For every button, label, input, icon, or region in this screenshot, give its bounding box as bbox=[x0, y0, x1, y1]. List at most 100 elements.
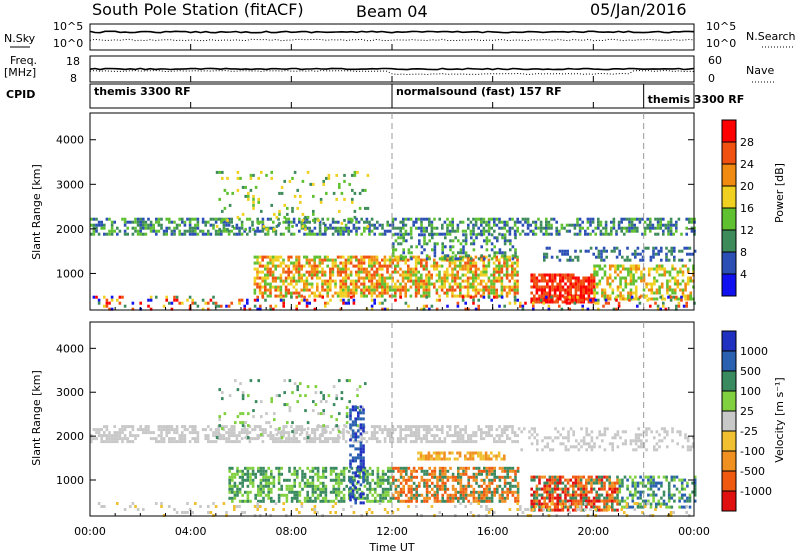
heatmap-cell bbox=[418, 233, 421, 237]
heatmap-cell bbox=[297, 273, 301, 277]
heatmap-cell bbox=[577, 493, 580, 497]
heatmap-cell bbox=[676, 442, 679, 446]
heatmap-cell bbox=[433, 267, 436, 271]
heatmap-cell bbox=[645, 427, 648, 431]
heatmap-cell bbox=[501, 496, 504, 500]
heatmap-cell bbox=[565, 295, 569, 299]
heatmap-cell bbox=[389, 481, 393, 485]
heatmap-cell bbox=[483, 257, 486, 261]
heatmap-cell bbox=[516, 282, 519, 286]
heatmap-cell bbox=[508, 437, 512, 441]
heatmap-cell bbox=[543, 288, 546, 292]
heatmap-cell bbox=[564, 493, 567, 497]
heatmap-cell bbox=[251, 428, 254, 432]
heatmap-cell bbox=[679, 288, 682, 292]
heatmap-cell bbox=[342, 267, 345, 271]
heatmap-cell bbox=[540, 496, 544, 500]
heatmap-cell bbox=[673, 249, 676, 253]
heatmap-cell bbox=[343, 424, 346, 428]
heatmap-cell bbox=[530, 505, 533, 509]
heatmap-cell bbox=[477, 282, 480, 286]
heatmap-cell bbox=[598, 481, 601, 485]
heatmap-cell bbox=[260, 209, 263, 213]
heatmap-cell bbox=[545, 223, 548, 227]
heatmap-cell bbox=[678, 249, 681, 253]
heatmap-cell bbox=[559, 481, 562, 485]
heatmap-cell bbox=[433, 226, 436, 230]
heatmap-cell bbox=[500, 279, 504, 283]
heatmap-cell bbox=[412, 279, 415, 283]
heatmap-cell bbox=[487, 217, 491, 221]
heatmap-cell bbox=[598, 508, 601, 512]
heatmap-cell bbox=[490, 285, 493, 289]
heatmap-cell bbox=[303, 437, 306, 441]
heatmap-cell bbox=[628, 493, 632, 497]
heatmap-cell bbox=[241, 185, 245, 189]
heatmap-cell bbox=[191, 298, 194, 302]
heatmap-cell bbox=[652, 484, 655, 488]
heatmap-cell bbox=[147, 304, 150, 308]
heatmap-cell bbox=[364, 188, 367, 192]
heatmap-cell bbox=[546, 505, 549, 509]
heatmap-cell bbox=[616, 490, 619, 494]
heatmap-cell bbox=[248, 437, 252, 441]
heatmap-cell bbox=[239, 382, 242, 386]
heatmap-cell bbox=[244, 227, 247, 231]
heatmap-cell bbox=[230, 301, 233, 305]
heatmap-cell bbox=[470, 490, 473, 494]
heatmap-cell bbox=[433, 490, 437, 494]
heatmap-cell bbox=[485, 285, 488, 289]
heatmap-cell bbox=[191, 431, 194, 435]
heatmap-cell bbox=[553, 291, 557, 295]
heatmap-cell bbox=[514, 233, 517, 237]
heatmap-cell bbox=[474, 270, 478, 274]
heatmap-cell bbox=[641, 258, 645, 262]
heatmap-cell bbox=[258, 261, 262, 265]
heatmap-cell bbox=[308, 232, 311, 236]
heatmap-cell bbox=[425, 279, 428, 283]
heatmap-cell bbox=[277, 255, 280, 259]
heatmap-cell bbox=[299, 433, 302, 437]
heatmap-cell bbox=[368, 484, 372, 488]
heatmap-cell bbox=[690, 217, 694, 221]
heatmap-cell bbox=[572, 300, 575, 304]
heatmap-cell bbox=[498, 478, 502, 482]
heatmap-cell bbox=[637, 427, 640, 431]
heatmap-cell bbox=[207, 220, 210, 224]
heatmap-cell bbox=[342, 475, 346, 479]
heatmap-cell bbox=[339, 229, 343, 233]
heatmap-cell bbox=[462, 233, 465, 237]
heatmap-cell bbox=[634, 291, 638, 295]
heatmap-cell bbox=[121, 428, 124, 432]
heatmap-cell bbox=[477, 490, 481, 494]
heatmap-cell bbox=[590, 276, 593, 280]
heatmap-cell bbox=[246, 428, 249, 432]
heatmap-cell bbox=[212, 226, 215, 230]
heatmap-cell bbox=[590, 475, 593, 479]
heatmap-cell bbox=[100, 223, 103, 227]
heatmap-cell bbox=[451, 434, 454, 438]
heatmap-cell bbox=[360, 276, 363, 280]
heatmap-cell bbox=[574, 288, 578, 292]
heatmap-cell bbox=[482, 267, 485, 271]
heatmap-cell bbox=[624, 279, 628, 283]
heatmap-cell bbox=[183, 223, 187, 227]
heatmap-cell bbox=[574, 502, 578, 506]
heatmap-cell bbox=[474, 261, 478, 265]
heatmap-cell bbox=[462, 251, 465, 255]
heatmap-cell bbox=[173, 298, 176, 302]
y-tick-label: 3000 bbox=[56, 178, 84, 191]
heatmap-cell bbox=[357, 258, 361, 262]
heatmap-cell bbox=[355, 440, 358, 444]
heatmap-cell bbox=[566, 279, 570, 283]
heatmap-cell bbox=[247, 191, 250, 195]
heatmap-cell bbox=[658, 445, 661, 449]
heatmap-cell bbox=[404, 440, 408, 444]
heatmap-cell bbox=[391, 285, 394, 289]
heatmap-cell bbox=[222, 229, 226, 233]
heatmap-cell bbox=[290, 270, 293, 274]
heatmap-cell bbox=[339, 279, 342, 283]
heatmap-cell bbox=[356, 394, 359, 398]
heatmap-cell bbox=[261, 431, 265, 435]
heatmap-cell bbox=[291, 224, 294, 228]
